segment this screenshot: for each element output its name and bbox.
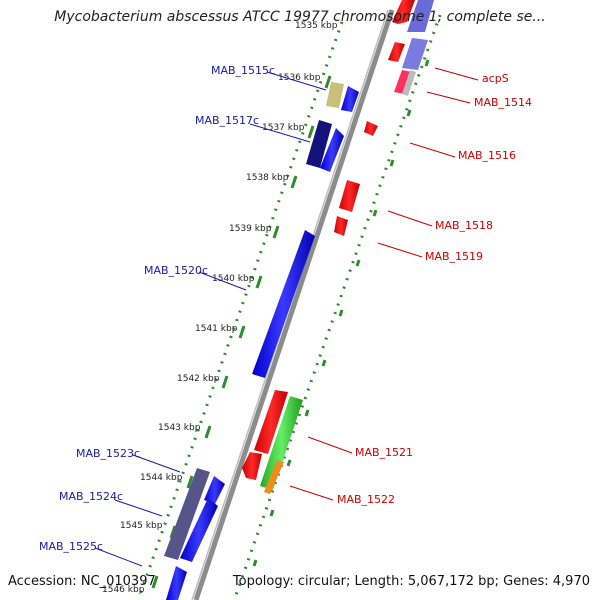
major-ticks (151, 75, 332, 589)
kbp-label: 1537 kbp (262, 123, 305, 133)
gene-label[interactable]: MAB_1525c (39, 540, 103, 553)
gene-arrow[interactable] (394, 70, 412, 94)
gene-label[interactable]: MAB_1523c (76, 447, 140, 460)
gene-label[interactable]: MAB_1524c (59, 490, 123, 503)
kbp-label: 1542 kbp (177, 374, 220, 384)
forward-genes (242, 0, 434, 494)
kbp-label: 1541 kbp (195, 324, 238, 334)
gene-arrow[interactable] (339, 180, 360, 212)
right-tick-guide (234, 14, 442, 596)
gene-label[interactable]: MAB_1517c (195, 114, 259, 127)
gene-arrow[interactable] (254, 390, 288, 454)
gene-label[interactable]: MAB_1515c (211, 64, 275, 77)
gene-arrow[interactable] (392, 0, 415, 24)
kbp-label: 1544 kbp (140, 473, 183, 483)
gene-arrow[interactable] (364, 121, 378, 136)
kbp-label: 1538 kbp (246, 173, 289, 183)
gene-arrow[interactable] (326, 82, 344, 108)
gene-arrow[interactable] (242, 452, 262, 480)
reverse-genes (164, 82, 359, 600)
gene-arrow[interactable] (320, 128, 344, 172)
gene-arrow[interactable] (252, 230, 315, 378)
gene-label[interactable]: MAB_1514 (474, 96, 532, 109)
kbp-label: 1546 kbp (102, 585, 145, 595)
kbp-label: 1535 kbp (295, 21, 338, 31)
gene-arrow[interactable] (407, 0, 434, 32)
gene-arrow[interactable] (402, 70, 416, 96)
gene-arrow[interactable] (264, 460, 284, 494)
gene-arrow[interactable] (402, 38, 428, 70)
gene-arrow[interactable] (180, 498, 218, 562)
accession-text: Accession: NC_010397 (8, 574, 156, 589)
minor-ticks (252, 59, 430, 567)
kbp-label: 1536 kbp (278, 73, 321, 83)
gene-label[interactable]: MAB_1521 (355, 446, 413, 459)
kbp-label: 1543 kbp (158, 423, 201, 433)
gene-arrow[interactable] (166, 566, 187, 600)
leader-lines (94, 67, 479, 567)
kbp-label: 1539 kbp (229, 224, 272, 234)
left-tick-guide (138, 21, 344, 596)
kbp-label: 1545 kbp (120, 521, 163, 531)
map-title: Mycobacterium abscessus ATCC 19977 chrom… (54, 9, 546, 25)
gene-arrow[interactable] (341, 86, 359, 112)
topology-summary: Topology: circular; Length: 5,067,172 bp… (232, 574, 590, 589)
gene-arrow[interactable] (164, 468, 210, 560)
gene-arrow[interactable] (388, 42, 405, 62)
gene-arrow[interactable] (260, 396, 303, 490)
gene-arrow[interactable] (334, 216, 348, 236)
reverse-gene-labels: MAB_1515c MAB_1517c MAB_1520c MAB_1523c … (39, 64, 275, 553)
gene-label[interactable]: MAB_1522 (337, 493, 395, 506)
gene-arrow[interactable] (204, 476, 225, 504)
gene-label[interactable]: MAB_1516 (458, 149, 516, 162)
chromosome-backbone (193, 9, 395, 600)
gene-label[interactable]: MAB_1519 (425, 250, 483, 263)
forward-gene-labels: acpS MAB_1514 MAB_1516 MAB_1518 MAB_1519… (337, 72, 532, 506)
gene-label[interactable]: MAB_1520c (144, 264, 208, 277)
gene-arrow[interactable] (306, 120, 332, 168)
gene-label[interactable]: acpS (482, 72, 509, 85)
kbp-labels: 1535 kbp 1536 kbp 1537 kbp 1538 kbp 1539… (102, 21, 338, 595)
gene-label[interactable]: MAB_1518 (435, 219, 493, 232)
kbp-label: 1540 kbp (212, 274, 255, 284)
